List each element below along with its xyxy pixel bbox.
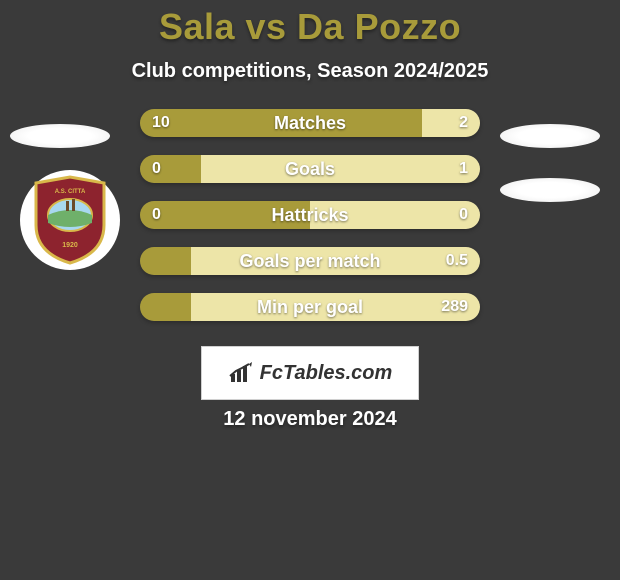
stat-left-value: 0 — [140, 155, 173, 183]
stat-right-value: 289 — [429, 293, 480, 321]
stat-left-value — [140, 247, 164, 275]
stat-label: Matches — [140, 109, 480, 137]
placeholder-ellipse-top-left — [10, 124, 110, 148]
stat-row-goals: Goals0 1 — [140, 155, 480, 183]
attribution-text: FcTables.com — [260, 362, 393, 385]
subtitle: Club competitions, Season 2024/2025 — [0, 60, 620, 83]
stat-right-value: 0 — [447, 201, 480, 229]
stat-label: Hattricks — [140, 201, 480, 229]
placeholder-ellipse-top-right — [500, 124, 600, 148]
svg-text:A.S. CITTA: A.S. CITTA — [55, 189, 86, 195]
stat-right-value: 2 — [447, 109, 480, 137]
stat-left-value: 10 — [140, 109, 182, 137]
stat-right-value: 1 — [447, 155, 480, 183]
stat-row-matches: Matches10 2 — [140, 109, 480, 137]
stat-label: Goals per match — [140, 247, 480, 275]
stat-left-value — [140, 293, 164, 321]
stat-row-goals-per-match: Goals per match0.5 — [140, 247, 480, 275]
page-title: Sala vs Da Pozzo — [0, 0, 620, 48]
stat-label: Goals — [140, 155, 480, 183]
stat-right-value: 0.5 — [434, 247, 480, 275]
attribution-box: FcTables.com — [201, 346, 419, 400]
comparison-infographic: Sala vs Da Pozzo Club competitions, Seas… — [0, 0, 620, 580]
stat-row-min-per-goal: Min per goal289 — [140, 293, 480, 321]
stat-left-value: 0 — [140, 201, 173, 229]
chart-icon — [228, 362, 254, 384]
stat-row-hattricks: Hattricks0 0 — [140, 201, 480, 229]
svg-text:1920: 1920 — [62, 242, 78, 249]
club-badge: A.S. CITTA 1920 — [20, 170, 120, 270]
placeholder-ellipse-mid-right — [500, 178, 600, 202]
club-badge-icon: A.S. CITTA 1920 — [31, 175, 109, 265]
date-text: 12 november 2024 — [0, 408, 620, 431]
